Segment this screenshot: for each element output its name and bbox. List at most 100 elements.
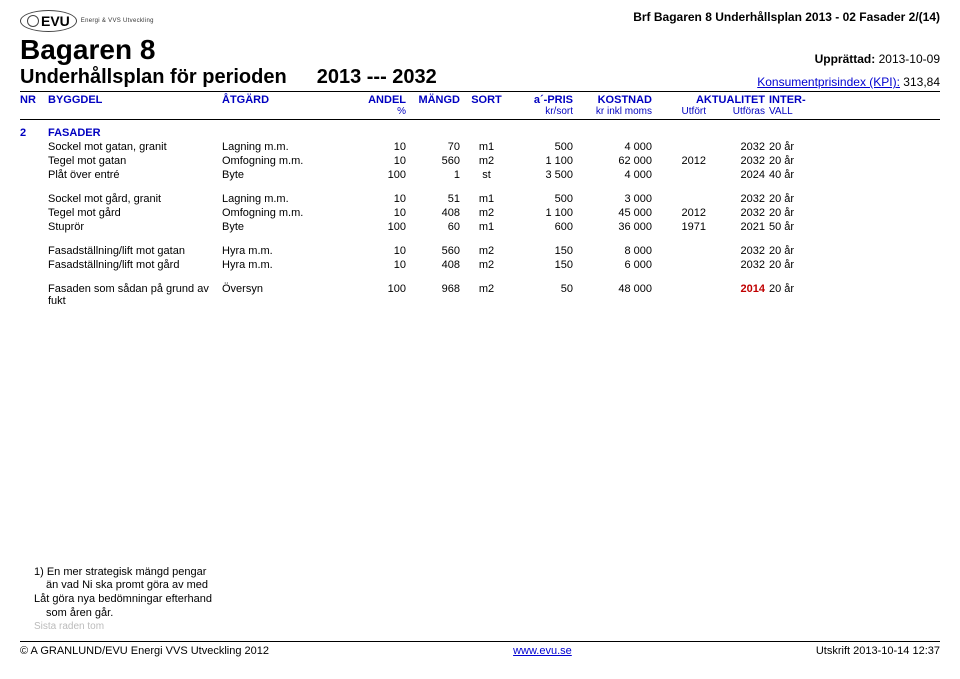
col-intervall-top: INTER- — [769, 94, 806, 106]
cell: Byte — [222, 221, 352, 233]
logo-badge: EVU — [20, 10, 77, 32]
col-andel-top: ANDEL — [368, 94, 406, 106]
cell: 20 år — [769, 141, 824, 153]
cell: 150 — [513, 259, 573, 271]
cell: Hyra m.m. — [222, 259, 352, 271]
cell — [20, 283, 44, 307]
footnote-l4: som åren går. — [34, 607, 294, 621]
table-body: 2 FASADER Sockel mot gatan, granitLagnin… — [20, 126, 940, 308]
cell — [20, 141, 44, 153]
logo-subtext: Energi & VVS Utveckling — [81, 18, 154, 24]
cell — [20, 169, 44, 181]
cell: 1 100 — [513, 207, 573, 219]
cell: 51 — [410, 193, 460, 205]
cell: 2032 — [710, 193, 765, 205]
table-row: Sockel mot gatan, granitLagning m.m.1070… — [20, 140, 940, 154]
cell: 10 — [356, 259, 406, 271]
footnote-l3: Låt göra nya bedömningar efterhand — [34, 593, 294, 607]
cell: Byte — [222, 169, 352, 181]
footnote-l1: 1) En mer strategisk mängd pengar — [34, 566, 294, 580]
table-row: Tegel mot gårdOmfogning m.m.10408m21 100… — [20, 206, 940, 220]
cell — [20, 221, 44, 233]
cell: 150 — [513, 245, 573, 257]
table-header: NR BYGGDEL ÅTGÄRD ANDEL % MÄNGD SORT a´-… — [20, 91, 940, 120]
cell: 6 000 — [577, 259, 652, 271]
cell — [656, 141, 706, 153]
col-atgard: ÅTGÄRD — [222, 94, 352, 117]
cell: Fasadställning/lift mot gård — [48, 259, 218, 271]
cell: 2032 — [710, 259, 765, 271]
cell: 560 — [410, 245, 460, 257]
kpi-link[interactable]: Konsumentprisindex (KPI): — [757, 75, 900, 89]
cell: 2032 — [710, 207, 765, 219]
col-andel-sub: % — [356, 106, 406, 117]
cell: m1 — [464, 221, 509, 233]
cell: 50 år — [769, 221, 824, 233]
cell: 2014 — [710, 283, 765, 307]
cell: Omfogning m.m. — [222, 207, 352, 219]
cell: m2 — [464, 155, 509, 167]
col-utforas: AKTUALITET Utföras — [710, 94, 765, 117]
col-intervall-sub: VALL — [769, 106, 824, 117]
cell: 2012 — [656, 155, 706, 167]
footnote-faded: Sista raden tom — [34, 621, 294, 634]
footer-right: Utskrift 2013-10-14 12:37 — [816, 645, 940, 657]
col-apris-sub: kr/sort — [513, 106, 573, 117]
cell: 2032 — [710, 245, 765, 257]
footnote-l2: än vad Ni ska promt göra av med — [34, 579, 294, 593]
cell: 560 — [410, 155, 460, 167]
cell: 600 — [513, 221, 573, 233]
col-nr: NR — [20, 94, 44, 117]
cell: 10 — [356, 245, 406, 257]
table-row: Fasadställning/lift mot gatanHyra m.m.10… — [20, 244, 940, 258]
cell: 4 000 — [577, 169, 652, 181]
cell: st — [464, 169, 509, 181]
cell — [20, 207, 44, 219]
kpi-value: 313,84 — [903, 75, 940, 89]
col-utforas-sub: Utföras — [710, 106, 765, 117]
cell: 10 — [356, 155, 406, 167]
cell: 2021 — [710, 221, 765, 233]
cell: 36 000 — [577, 221, 652, 233]
col-utfort-sub: Utfört — [656, 106, 706, 117]
cell: 3 000 — [577, 193, 652, 205]
cell: m2 — [464, 207, 509, 219]
cell: 20 år — [769, 259, 824, 271]
table-row: Plåt över entréByte1001st3 5004 00020244… — [20, 168, 940, 182]
subtitle: Underhållsplan för perioden — [20, 66, 287, 89]
cell: 1 — [410, 169, 460, 181]
cell: 20 år — [769, 155, 824, 167]
footer-left: © A GRANLUND/EVU Energi VVS Utveckling 2… — [20, 645, 269, 657]
cell: 968 — [410, 283, 460, 307]
cell: Stuprör — [48, 221, 218, 233]
cell — [20, 193, 44, 205]
cell: m2 — [464, 259, 509, 271]
col-kostnad-sub: kr inkl moms — [577, 106, 652, 117]
cell — [656, 245, 706, 257]
cell: Lagning m.m. — [222, 141, 352, 153]
period-range: 2013 --- 2032 — [317, 66, 437, 89]
table-row: Fasaden som sådan på grund av fuktÖversy… — [20, 282, 940, 308]
cell — [656, 193, 706, 205]
footer-link[interactable]: www.evu.se — [513, 645, 572, 657]
cell: 60 — [410, 221, 460, 233]
table-row: StuprörByte10060m160036 0001971202150 år — [20, 220, 940, 234]
cell: 20 år — [769, 193, 824, 205]
col-aktualitet-top: AKTUALITET — [696, 94, 765, 106]
cell: 50 — [513, 283, 573, 307]
cell: Sockel mot gård, granit — [48, 193, 218, 205]
logo-circle-icon — [27, 15, 39, 27]
col-apris-top: a´-PRIS — [534, 94, 573, 106]
cell: 20 år — [769, 283, 824, 307]
logo-text: EVU — [41, 13, 70, 29]
cell: Tegel mot gatan — [48, 155, 218, 167]
cell: 100 — [356, 169, 406, 181]
cell: 45 000 — [577, 207, 652, 219]
section-nr: 2 — [20, 127, 44, 139]
cell: 48 000 — [577, 283, 652, 307]
cell: 10 — [356, 141, 406, 153]
cell: 2032 — [710, 155, 765, 167]
main-title: Bagaren 8 — [20, 34, 155, 66]
cell: Fasaden som sådan på grund av fukt — [48, 283, 218, 307]
col-kostnad: KOSTNAD kr inkl moms — [577, 94, 652, 117]
